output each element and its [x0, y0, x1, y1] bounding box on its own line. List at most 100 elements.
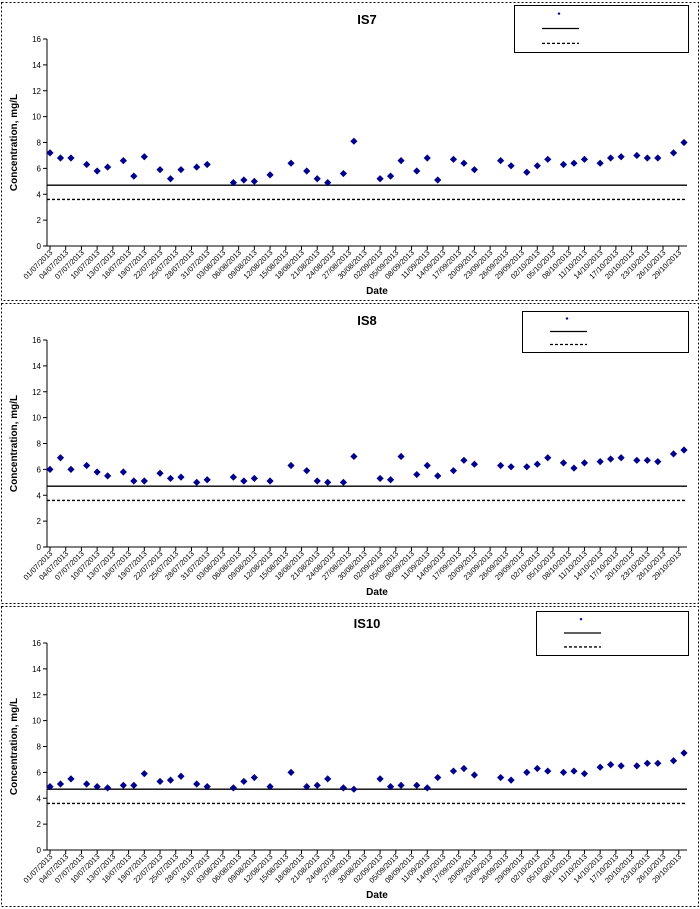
data-point [140, 153, 148, 161]
y-tick-label: 4 [37, 190, 42, 199]
data-point [140, 770, 148, 778]
data-point [386, 783, 395, 791]
data-point [313, 477, 321, 485]
data-point [250, 773, 258, 782]
y-tick-label: 14 [32, 362, 41, 371]
data-point [376, 775, 384, 783]
y-tick-label: 0 [37, 543, 42, 552]
legend-box [514, 5, 689, 53]
panel-frame [1, 606, 699, 907]
data-point [303, 467, 311, 475]
data-point [533, 764, 541, 773]
data-point [680, 446, 688, 454]
data-point [449, 767, 458, 775]
data-point [434, 176, 442, 184]
data-point [570, 464, 578, 472]
data-point [523, 463, 531, 471]
data-point [93, 783, 101, 791]
data-point [460, 764, 468, 773]
data-point [386, 476, 395, 484]
data-point [617, 762, 625, 770]
data-point [93, 468, 101, 476]
data-point [177, 166, 185, 174]
data-point [203, 476, 211, 484]
data-point [166, 474, 175, 483]
y-tick-label: 0 [37, 242, 42, 251]
y-tick-label: 10 [32, 717, 41, 726]
data-point [140, 477, 148, 485]
data-point [559, 160, 568, 169]
data-point [523, 768, 531, 776]
data-point [46, 465, 54, 473]
data-point [339, 784, 348, 792]
legend [514, 5, 689, 53]
legend-diamond-marker [565, 317, 569, 321]
data-point [669, 757, 678, 765]
data-point [104, 784, 112, 792]
data-point [669, 450, 678, 458]
data-point [46, 783, 54, 791]
data-point [523, 168, 531, 176]
y-tick-label: 16 [32, 35, 41, 44]
y-tick-label: 14 [32, 61, 41, 70]
data-point [350, 452, 358, 461]
y-tick-label: 14 [32, 665, 41, 674]
data-point [67, 775, 75, 783]
data-point [497, 461, 505, 470]
data-point [156, 469, 164, 477]
y-tick-label: 4 [37, 794, 42, 803]
data-point [287, 159, 295, 167]
data-point [680, 749, 688, 757]
data-point [497, 773, 505, 782]
data-point [67, 465, 75, 473]
y-tick-label: 10 [32, 113, 41, 122]
data-point [596, 159, 604, 167]
data-point [56, 780, 65, 788]
data-point [313, 175, 321, 183]
data-point [193, 478, 201, 486]
data-point [104, 163, 112, 171]
y-tick-label: 6 [37, 465, 42, 474]
data-point [193, 780, 201, 788]
legend-box [536, 611, 689, 656]
data-point [559, 768, 568, 776]
data-point [413, 470, 421, 479]
data-point [449, 155, 458, 163]
data-point [607, 761, 615, 769]
data-point [203, 160, 211, 169]
y-tick-label: 12 [32, 388, 41, 397]
data-point [654, 154, 662, 162]
data-point [507, 162, 515, 170]
data-point [643, 154, 651, 162]
y-axis-title: Concentration, mg/L [9, 395, 20, 492]
legend-box [522, 311, 689, 353]
data-point [166, 175, 175, 183]
data-point [680, 138, 688, 147]
y-tick-label: 8 [37, 743, 42, 752]
legend [536, 611, 689, 656]
y-tick-label: 12 [32, 87, 41, 96]
data-point [324, 775, 332, 783]
y-tick-label: 6 [37, 768, 42, 777]
data-point [203, 783, 211, 791]
y-tick-label: 0 [37, 846, 42, 855]
legend-diamond-marker [557, 12, 561, 16]
data-point [617, 454, 625, 462]
y-tick-label: 16 [32, 639, 41, 648]
data-point [313, 781, 321, 789]
data-point [633, 151, 641, 160]
data-point [460, 159, 468, 167]
data-point [83, 160, 91, 169]
panel-frame [1, 303, 699, 604]
data-point [376, 175, 384, 183]
data-point [46, 149, 54, 157]
x-axis-title: Date [366, 587, 388, 598]
data-point [596, 458, 604, 466]
data-point [119, 468, 127, 476]
data-point [56, 154, 65, 162]
data-point [570, 159, 578, 167]
chart-panel-is8: IS8024681012141601/07/201304/07/201307/0… [1, 303, 699, 604]
y-tick-label: 2 [37, 216, 42, 225]
y-tick-label: 8 [37, 139, 42, 148]
data-point [266, 477, 274, 485]
